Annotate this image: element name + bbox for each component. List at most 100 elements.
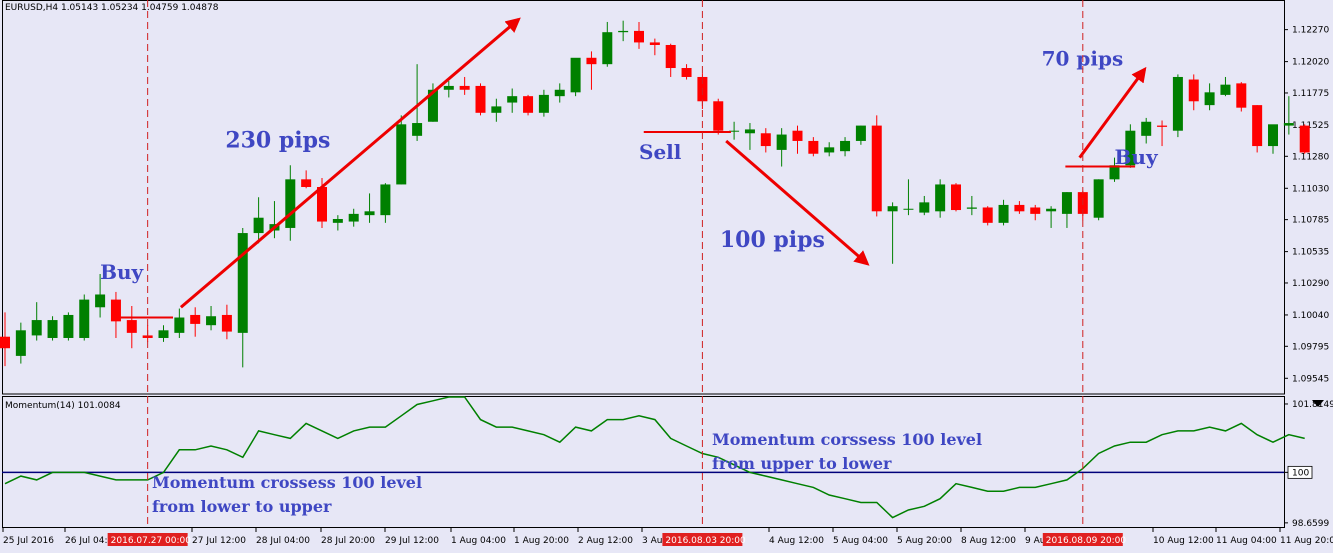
bull-candle [1109,157,1120,182]
candle-body [966,207,977,209]
candle-body [887,206,898,212]
bear-candle [760,128,771,153]
momentum-note-line: from lower to upper [152,497,332,516]
bear-candle [665,43,676,77]
candle-body [396,124,407,185]
bull-candle [887,202,898,264]
bear-candle [871,115,882,217]
annotation-label: 100 pips [720,227,825,253]
candle-body [824,147,835,153]
bull-candle [47,316,58,341]
candle-body [681,68,692,77]
bull-candle [364,193,375,223]
candle-body [1109,165,1120,180]
candle-body [190,314,201,324]
bear-candle [1252,105,1263,153]
bear-candle [586,51,597,90]
candle-body [491,106,502,113]
bull-candle [1220,76,1231,97]
bull-candle [966,195,977,216]
candle-body [713,101,724,131]
time-tick-label: 1 Aug 20:00 [514,536,569,546]
bull-candle [1061,192,1072,228]
candle-body [998,204,1009,223]
price-tick-label: 1.11280 [1292,152,1329,162]
price-panel-frame [2,0,1285,395]
candle-body [634,30,644,43]
bull-candle [855,125,866,145]
candle-body [1172,76,1183,131]
bull-candle [1125,124,1136,168]
bull-candle [79,294,90,341]
bull-candle [491,98,502,122]
bull-candle [1172,74,1183,138]
time-tick-label: 3 Aug [642,536,668,546]
candle-body [554,89,565,97]
candle-body [427,89,438,122]
candle-body [206,316,217,326]
candle-body [1141,121,1152,136]
bear-candle [1236,82,1247,112]
candle-body [951,184,961,211]
time-tick-label: 27 Jul 12:00 [192,536,246,546]
price-panel[interactable]: 1.12270 1.12020 1.11775 1.11525 1.11280 1.110… [0,0,1329,395]
bull-candle [602,21,613,67]
candle-body [840,140,851,152]
date-box-label: 2016.08.09 20:00 [1046,536,1127,546]
candle-body [1030,207,1041,214]
bull-candle [15,322,26,364]
candle-body [110,299,121,322]
price-tick-label: 1.12270 [1292,26,1329,36]
candle-body [1157,125,1168,127]
candle-body [871,125,882,212]
momentum-line [4,396,1305,519]
arrow-down-icon[interactable] [1312,400,1324,407]
price-tick-label: 1.10290 [1292,279,1329,289]
bull-candle [237,227,248,368]
candle-body [0,336,10,349]
candle-body [15,330,26,356]
time-tick-label: 11 Aug 04:00 [1216,536,1277,546]
bull-candle [744,123,755,150]
candle-body [507,96,518,103]
candle-body [855,125,866,141]
candle-body [729,130,740,132]
time-tick-label: 1 Aug 04:00 [451,536,506,546]
annotation-label: Buy [1115,145,1159,169]
candle-body [919,202,930,213]
candle-body [618,30,629,33]
bear-candle [221,304,232,340]
bull-candle [443,80,454,98]
bull-candle [285,165,296,241]
bear-candle [301,170,312,189]
price-tick-label: 1.11525 [1292,121,1329,131]
candle-body [792,130,803,141]
time-tick-label: 25 Jul 2016 [3,536,54,546]
candle-body [253,217,264,234]
bull-candle [570,57,581,97]
candle-body [443,85,454,90]
bull-candle [919,195,930,216]
bear-candle [681,64,692,80]
time-tick-label: 10 Aug 12:00 [1153,536,1214,546]
price-tick-label: 1.11030 [1292,184,1329,194]
time-tick-label: 11 Aug 20:0 [1280,536,1333,546]
candle-body [126,320,137,333]
bear-candle [808,137,819,157]
bear-candle [713,98,724,135]
candle-body [364,211,375,216]
bull-candle [1093,179,1104,221]
candle-body [412,123,423,136]
bear-candle [1299,124,1310,154]
bear-candle [110,291,121,338]
momentum-panel[interactable]: 101.8149 100 98.6599 Momentum crossess 100 … [2,396,1333,529]
bear-candle [1157,120,1168,147]
candle-body [317,187,327,222]
bear-candle [459,76,470,95]
bull-candle [776,128,787,167]
candle-body [903,208,914,210]
bear-candle [634,21,644,49]
bull-candle [253,197,264,244]
level-box [1287,465,1313,479]
bull-candle [396,115,407,185]
